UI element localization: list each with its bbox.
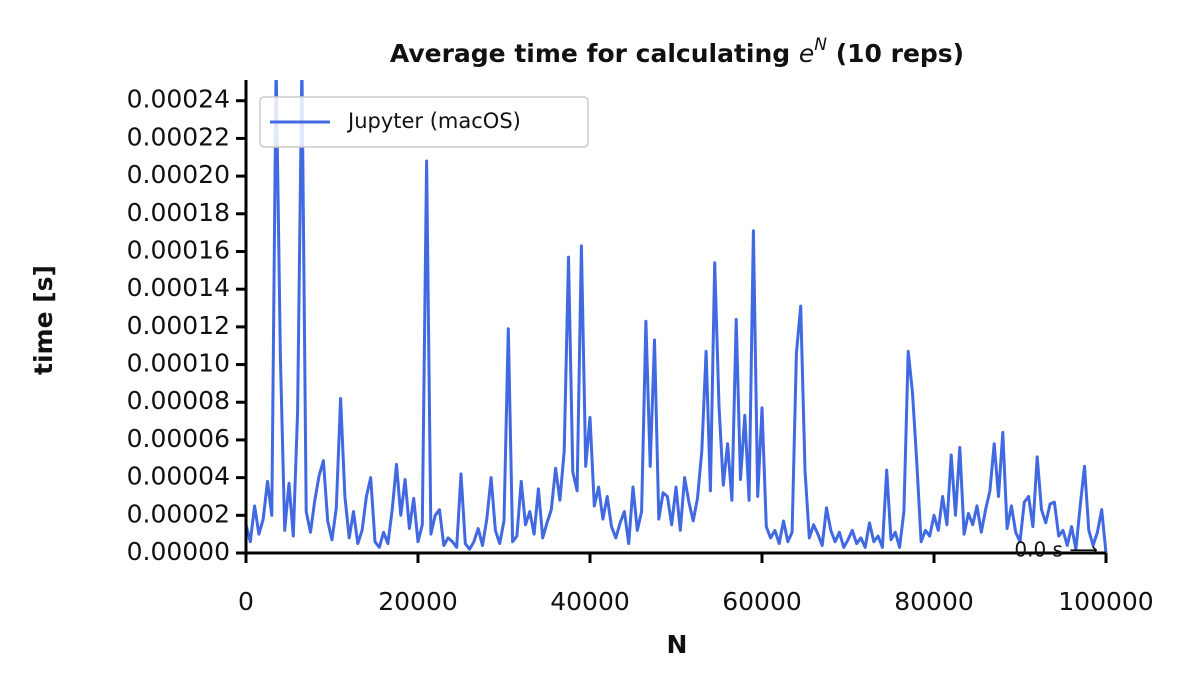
title-text: Average time for calculating [390, 39, 799, 68]
legend-label: Jupyter (macOS) [346, 109, 521, 133]
x-tick-label: 80000 [894, 587, 974, 616]
y-tick-label: 0.00008 [127, 386, 230, 415]
x-tick-label: 100000 [1058, 587, 1153, 616]
y-tick-label: 0.00010 [127, 349, 230, 378]
x-tick-label: 60000 [722, 587, 802, 616]
y-tick-label: 0.00004 [127, 462, 230, 491]
legend-box [259, 96, 589, 148]
y-tick-label: 0.00006 [127, 424, 230, 453]
x-tick-label: 0 [238, 587, 254, 616]
annotation: 0.0 s ⟶ [1014, 538, 1098, 562]
plot-area [246, 80, 1108, 554]
y-tick-label: 0.00022 [127, 122, 230, 151]
x-axis-label: N [667, 630, 688, 659]
title-suffix: (10 reps) [827, 39, 964, 68]
x-tick-label: 20000 [378, 587, 458, 616]
chart-title: Average time for calculating eN (10 reps… [390, 35, 964, 68]
y-tick-label: 0.00000 [127, 537, 230, 566]
y-tick-label: 0.00018 [127, 198, 230, 227]
y-tick-label: 0.00016 [127, 235, 230, 264]
data-line [246, 80, 1108, 554]
y-tick-label: 0.00024 [127, 85, 230, 114]
y-tick-label: 0.00002 [127, 499, 230, 528]
y-tick-label: 0.00014 [127, 273, 230, 302]
y-axis-label: time [s] [29, 265, 58, 375]
title-exponent: N [814, 35, 827, 55]
y-tick-label: 0.00012 [127, 311, 230, 340]
title-base: e [799, 39, 814, 68]
x-tick-label: 40000 [550, 587, 630, 616]
y-tick-label: 0.00020 [127, 160, 230, 189]
